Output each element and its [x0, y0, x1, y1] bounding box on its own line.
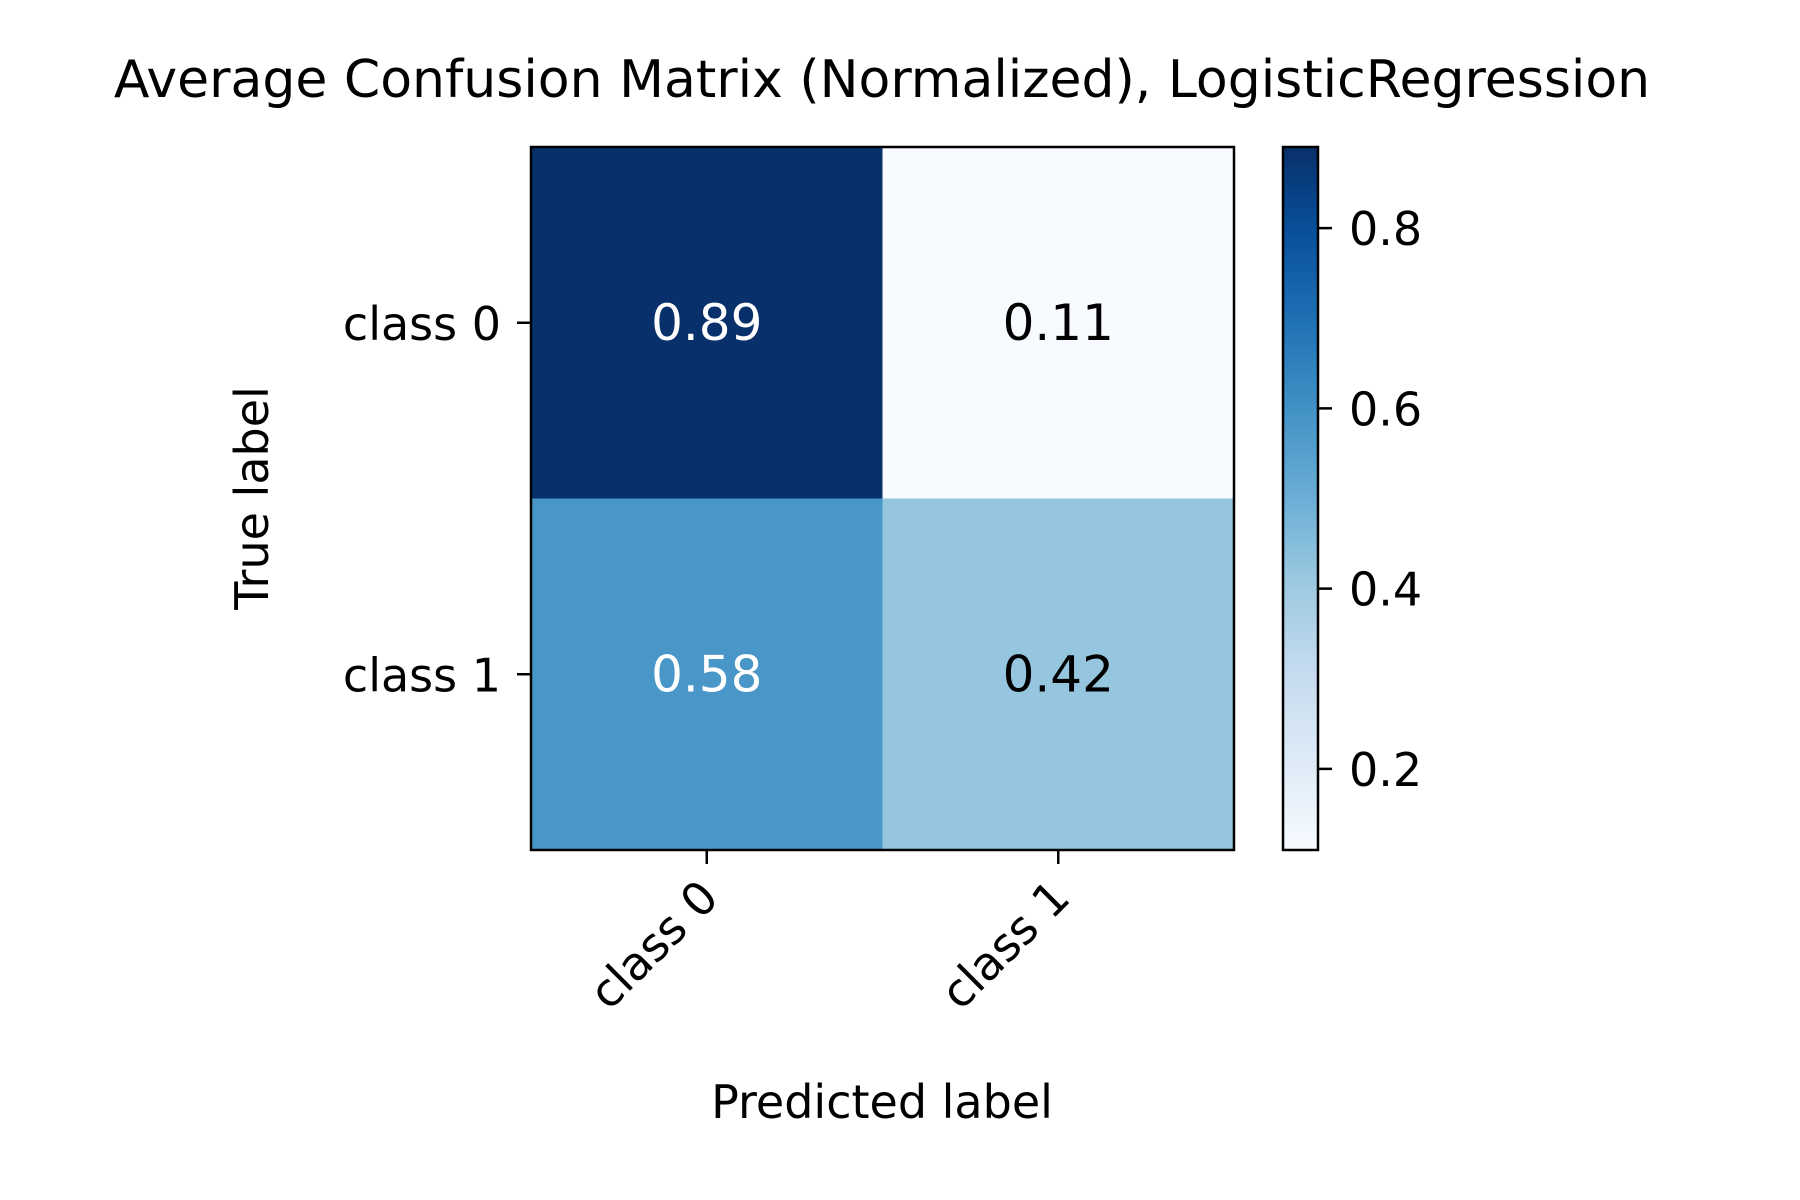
y-tick-label: class 1	[343, 648, 501, 702]
heatmap-cell	[882, 498, 1235, 851]
colorbar-tick-label: 0.4	[1349, 563, 1422, 617]
x-axis-ticks: class 0 class 1	[579, 850, 1080, 1020]
cell-value-label: 0.42	[1003, 645, 1114, 703]
colorbar	[1281, 145, 1320, 852]
chart-title: Average Confusion Matrix (Normalized), L…	[114, 50, 1650, 110]
heatmap-cell	[531, 147, 883, 499]
cell-value-label: 0.58	[651, 645, 762, 703]
y-axis-ticks: class 0 class 1	[343, 297, 531, 702]
x-tick-label: class 1	[930, 870, 1080, 1020]
heatmap-cell	[531, 498, 883, 851]
heatmap-cell	[882, 147, 1235, 499]
heatmap-cells	[531, 147, 1235, 851]
y-axis-label: True label	[225, 386, 279, 611]
x-tick-label: class 0	[579, 870, 729, 1020]
x-axis-label: Predicted label	[711, 1075, 1053, 1129]
plot-frame	[529, 145, 1236, 852]
heatmap-cell-labels: 0.89 0.11 0.58 0.42	[651, 294, 1114, 704]
colorbar-tick-label: 0.8	[1349, 202, 1422, 256]
cell-value-label: 0.89	[651, 294, 762, 352]
colorbar-tick-label: 0.6	[1349, 382, 1422, 436]
y-tick-label: class 0	[343, 297, 501, 351]
colorbar-ticks: 0.2 0.4 0.6 0.8	[1318, 202, 1422, 797]
colorbar-tick-label: 0.2	[1349, 743, 1422, 797]
cell-value-label: 0.11	[1003, 294, 1114, 352]
